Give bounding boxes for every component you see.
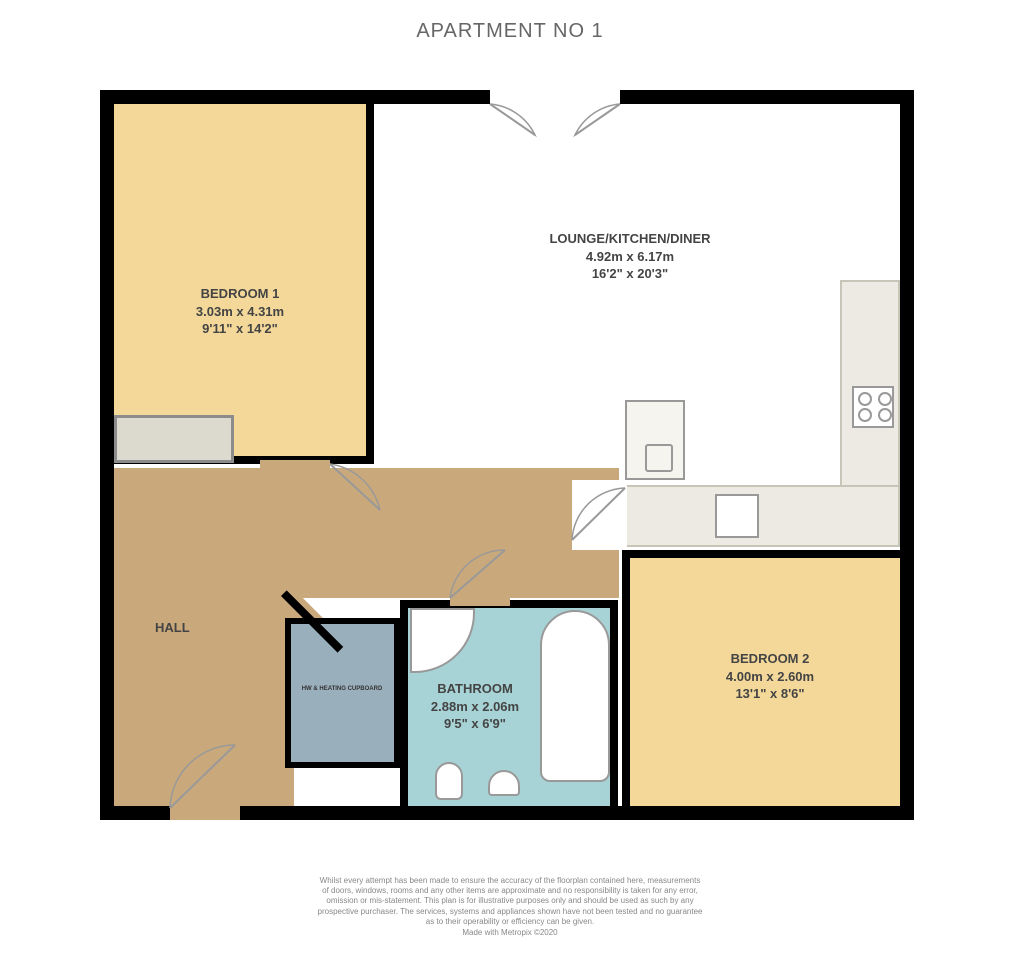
floorplan-title: APARTMENT NO 1 — [0, 20, 1020, 43]
disclaimer-line4: prospective purchaser. The services, sys… — [318, 907, 703, 916]
disclaimer-line2: of doors, windows, rooms and any other i… — [322, 886, 698, 895]
disclaimer-text: Whilst every attempt has been made to en… — [0, 876, 1020, 938]
disclaimer-line6: Made with Metropix ©2020 — [462, 928, 557, 937]
floorplan-canvas: BEDROOM 1 3.03m x 4.31m 9'11" x 14'2" LO… — [100, 90, 914, 820]
lounge-double-door-gap — [490, 90, 620, 104]
entry-door-gap — [170, 806, 240, 820]
disclaimer-line5: as to their operability or efficiency ca… — [426, 917, 594, 926]
outer-wall — [100, 90, 914, 820]
disclaimer-line1: Whilst every attempt has been made to en… — [320, 876, 701, 885]
disclaimer-line3: omission or mis-statement. This plan is … — [326, 896, 693, 905]
